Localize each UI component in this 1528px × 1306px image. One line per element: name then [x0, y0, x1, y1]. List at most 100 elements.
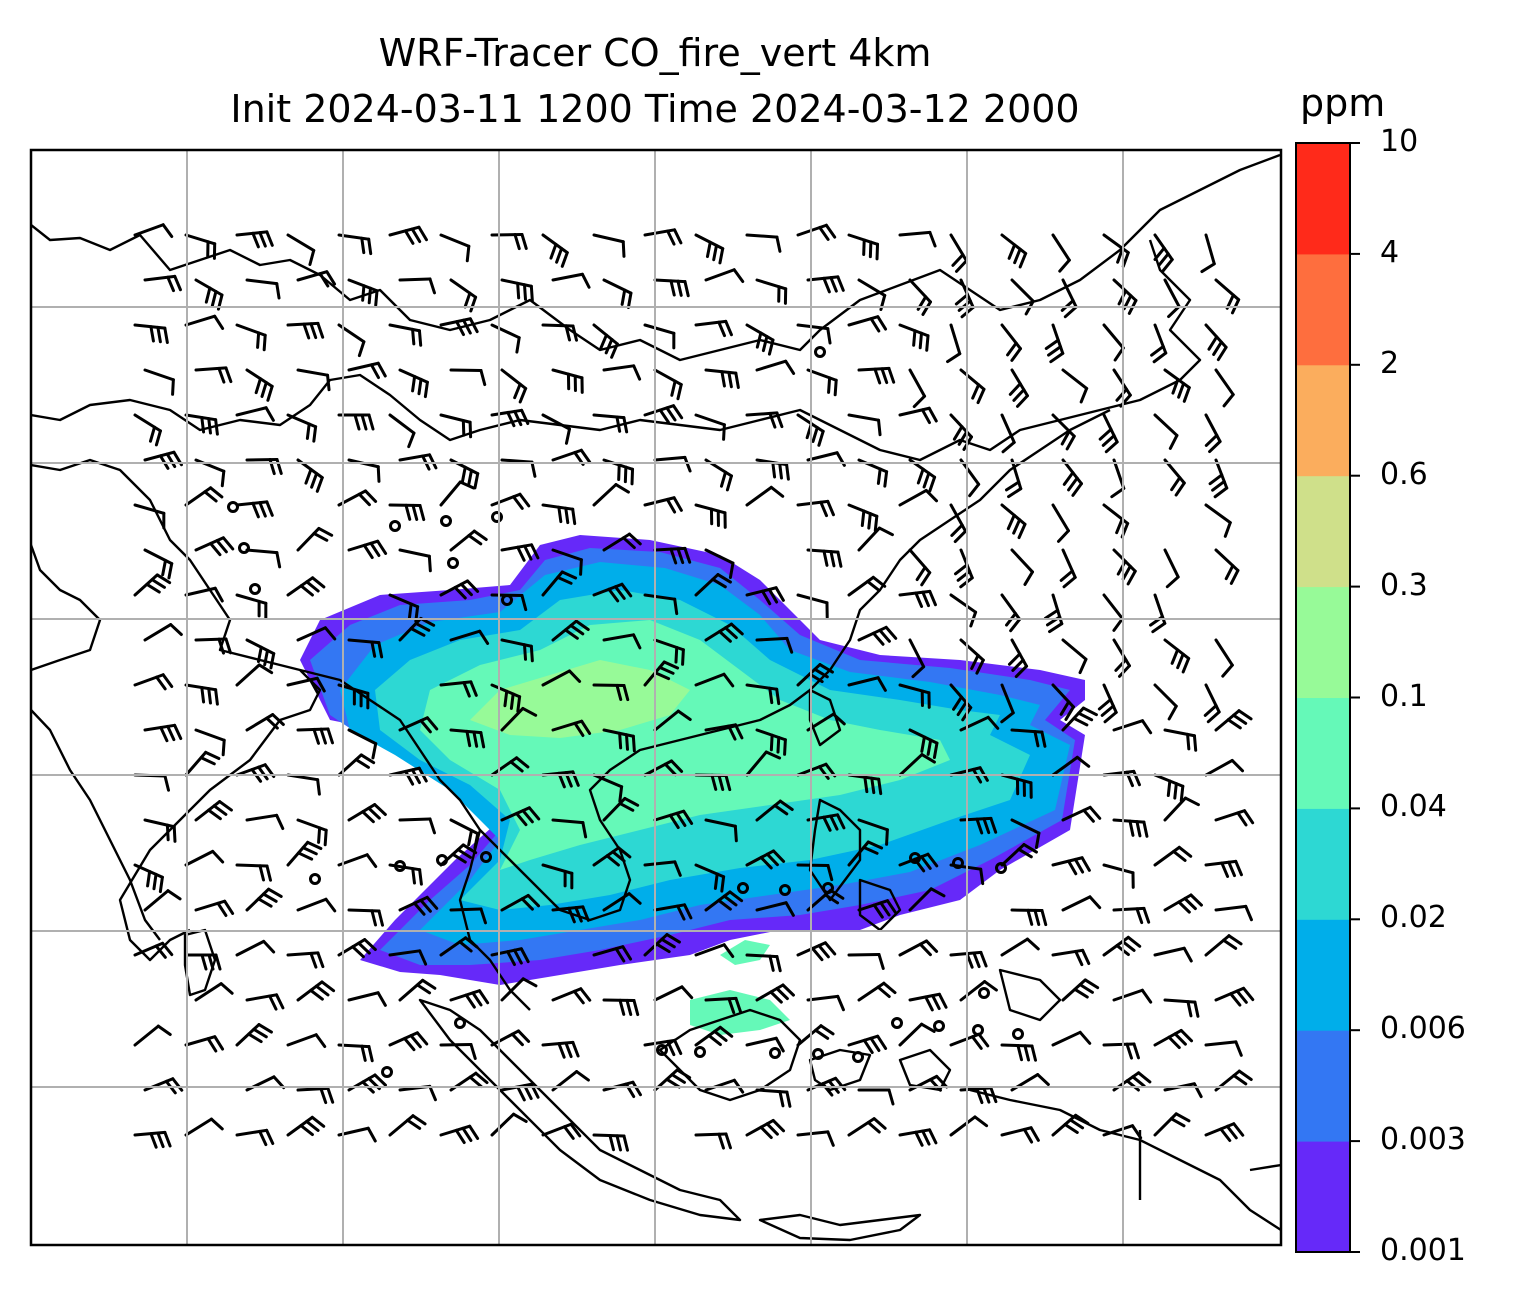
wind-barb: [1112, 548, 1137, 586]
wind-barb: [745, 849, 786, 870]
wind-barb: [1214, 809, 1255, 827]
wind-barb: [347, 638, 384, 659]
wind-barb: [898, 406, 938, 425]
wind-barb: [449, 728, 486, 749]
wind-barb: [235, 406, 275, 422]
wind-barb: [551, 905, 590, 924]
wind-barb: [184, 314, 225, 330]
wind-barb: [449, 907, 487, 925]
wind-barb: [296, 368, 331, 392]
calm-wind-circle: [769, 1047, 781, 1059]
wind-barb: [551, 719, 592, 737]
wind-barb: [806, 368, 838, 397]
wind-barb: [643, 759, 684, 777]
wind-barb: [133, 503, 166, 530]
wind-barb: [1112, 1071, 1152, 1092]
wind-barb: [1044, 323, 1065, 364]
wind-barb: [1010, 548, 1034, 586]
wind-barb: [908, 887, 946, 912]
wind-barb: [1051, 1030, 1092, 1047]
wind-barb: [796, 1130, 835, 1147]
wind-barb: [1163, 998, 1200, 1018]
wind-barb: [806, 712, 846, 732]
wind-barb: [133, 941, 174, 959]
colorbar-tick-label: 0.6: [1380, 456, 1428, 492]
calm-wind-circle: [227, 501, 239, 513]
calm-wind-circle: [952, 857, 964, 869]
wind-barb: [541, 503, 577, 526]
wind-barb: [745, 1118, 786, 1140]
wind-barb: [143, 548, 174, 580]
wind-barb: [398, 978, 437, 1002]
wind-barb: [857, 366, 896, 385]
wind-barb: [694, 573, 732, 597]
calm-wind-circle: [852, 1051, 864, 1063]
wind-barb: [959, 1086, 998, 1105]
colorbar-tick-label: 0.02: [1380, 900, 1447, 936]
wind-barb: [1010, 908, 1048, 927]
wind-barb: [286, 233, 316, 267]
wind-barb: [704, 723, 744, 741]
wind-barb: [653, 985, 694, 1002]
wind-barb: [643, 323, 676, 350]
wind-barb: [1214, 548, 1240, 585]
wind-barb: [439, 1042, 477, 1060]
wind-barb: [439, 233, 471, 263]
calm-wind-circle: [978, 987, 990, 999]
wind-barb: [898, 589, 937, 608]
wind-barb: [296, 458, 324, 493]
wind-barb: [1061, 706, 1098, 732]
wind-barb: [1153, 845, 1193, 867]
wind-barb: [296, 626, 337, 642]
wind-barb: [551, 548, 583, 576]
wind-barb: [847, 575, 887, 597]
wind-barb: [184, 750, 221, 777]
wind-barb: [1102, 233, 1130, 268]
wind-barb: [1051, 1113, 1090, 1137]
wind-barb: [388, 1114, 427, 1137]
wind-barb: [245, 278, 281, 300]
wind-barb: [694, 233, 725, 265]
calm-wind-circle: [440, 515, 452, 527]
wind-barb: [908, 368, 927, 409]
wind-barb: [1163, 278, 1181, 319]
calm-wind-circle: [454, 1017, 466, 1029]
wind-barb: [694, 1025, 734, 1047]
wind-barb: [592, 945, 633, 963]
calm-wind-circle: [381, 1066, 393, 1078]
wind-barb: [245, 713, 285, 732]
wind-barb: [439, 480, 476, 507]
wind-barb: [347, 728, 378, 760]
calm-wind-circle: [779, 884, 791, 896]
map-title-line2: Init 2024-03-11 1200 Time 2024-03-12 200…: [230, 87, 1080, 131]
wind-barb: [1112, 818, 1149, 838]
wind-barb: [1204, 503, 1232, 538]
colorbar-tick-label: 0.001: [1380, 1233, 1466, 1268]
wind-barb: [1102, 863, 1135, 889]
colorbar-tick-label: 0.1: [1380, 678, 1428, 714]
wind-barb: [551, 448, 592, 466]
wind-barb: [449, 989, 490, 1009]
wind-barb: [704, 996, 743, 1015]
wind-barb: [337, 753, 376, 777]
wind-barb: [949, 1115, 989, 1137]
wind-barb: [694, 413, 726, 441]
wind-barb: [388, 323, 423, 347]
map-panel: [31, 150, 1281, 1245]
wind-barb: [592, 413, 629, 434]
wind-barb: [143, 723, 183, 743]
wind-barb: [745, 953, 782, 973]
wind-barb: [296, 270, 337, 288]
wind-barb: [755, 983, 795, 1004]
wind-barb: [286, 676, 326, 695]
tracer-plume: [300, 535, 1085, 1035]
coastlines: [31, 153, 1281, 1242]
wind-barb: [898, 1022, 936, 1047]
wind-barb: [388, 949, 428, 966]
wind-barb: [296, 980, 336, 1002]
wind-barb: [296, 897, 337, 913]
wind-barb: [847, 315, 888, 333]
wind-barb: [337, 1126, 377, 1143]
wind-barb: [500, 638, 534, 663]
wind-barb: [908, 992, 948, 1012]
